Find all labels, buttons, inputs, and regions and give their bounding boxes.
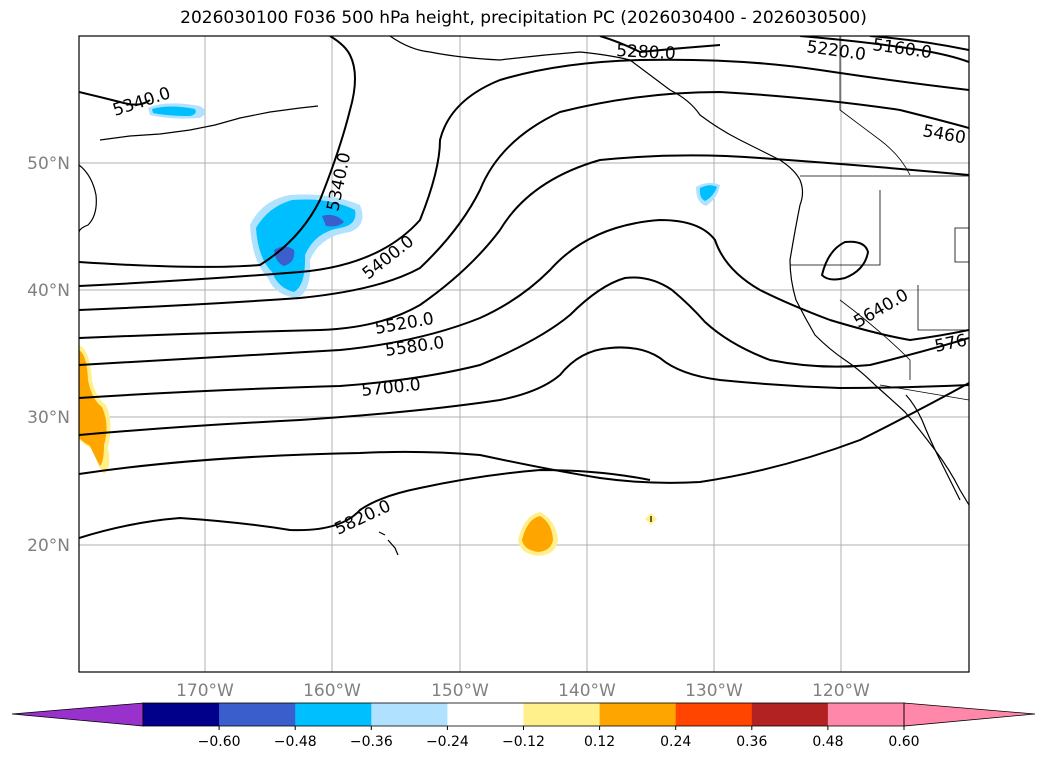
precip-west-orange bbox=[79, 350, 107, 466]
contour-5280 bbox=[599, 36, 721, 54]
colorbar-tick-label: −0.12 bbox=[502, 734, 545, 750]
border-az bbox=[917, 285, 969, 331]
colorbar-segment bbox=[599, 703, 677, 726]
colorbar-left-extend bbox=[11, 702, 144, 727]
colorbar-tick-label: −0.48 bbox=[274, 734, 317, 750]
colorbar: −0.60 −0.48 −0.36 −0.24 −0.12 0.12 0.24 0.36 0.4… bbox=[11, 702, 1036, 750]
colorbar-segment bbox=[523, 703, 601, 726]
colorbar-segment bbox=[751, 703, 829, 726]
coast-kamchatka bbox=[79, 164, 97, 233]
coast-alaska-bc bbox=[389, 36, 804, 206]
lon-label-170w: 170°W bbox=[176, 681, 234, 701]
height-contours bbox=[79, 36, 969, 539]
precip-nw-blue bbox=[699, 185, 717, 201]
border-ca-or bbox=[790, 190, 881, 266]
contour-5760 bbox=[79, 382, 969, 484]
colorbar-tick-label: −0.36 bbox=[350, 734, 393, 750]
colorbar-tick-label: 0.48 bbox=[812, 734, 843, 750]
colorbar-segment bbox=[295, 703, 372, 726]
lon-label-120w: 120°W bbox=[812, 681, 870, 701]
contour-5340 bbox=[79, 36, 356, 268]
colorbar-right-extend bbox=[903, 702, 1036, 727]
coast-west-us bbox=[789, 204, 969, 506]
contour-low-ca bbox=[820, 240, 870, 281]
precip-shading bbox=[79, 103, 720, 556]
coast-baja bbox=[905, 394, 961, 501]
border-alaska-canada bbox=[839, 36, 911, 176]
lon-label-140w: 140°W bbox=[558, 681, 616, 701]
lat-label-40n: 40°N bbox=[27, 281, 70, 301]
lon-labels: 170°W 160°W 150°W 140°W 130°W 120°W bbox=[176, 681, 870, 701]
colorbar-segment bbox=[371, 703, 448, 726]
figure-title: 2026030100 F036 500 hPa height, precipit… bbox=[180, 8, 867, 28]
lon-label-150w: 150°W bbox=[431, 681, 489, 701]
contour-5400 bbox=[79, 58, 969, 287]
lon-label-130w: 130°W bbox=[685, 681, 743, 701]
coast-aleutians bbox=[99, 105, 319, 141]
precip-central-dark-2 bbox=[322, 214, 344, 227]
coast-hawaii bbox=[378, 531, 399, 556]
colorbar-segments bbox=[143, 703, 905, 726]
contour-5700 bbox=[79, 346, 969, 436]
contour-5160 bbox=[869, 36, 969, 51]
map-frame bbox=[78, 35, 970, 673]
map-area bbox=[79, 36, 969, 672]
colorbar-ticks: −0.60 −0.48 −0.36 −0.24 −0.12 0.12 0.24 0.36 0.4… bbox=[198, 726, 920, 750]
lat-label-30n: 30°N bbox=[27, 408, 70, 428]
colorbar-tick-label: 0.36 bbox=[736, 734, 767, 750]
colorbar-tick-label: 0.24 bbox=[660, 734, 691, 750]
lat-label-50n: 50°N bbox=[27, 154, 70, 174]
coastlines bbox=[79, 36, 969, 556]
colorbar-tick-label: 0.60 bbox=[888, 734, 919, 750]
lat-label-20n: 20°N bbox=[27, 536, 70, 556]
contour-5640 bbox=[79, 276, 969, 399]
borders bbox=[790, 36, 969, 401]
lon-label-160w: 160°W bbox=[303, 681, 361, 701]
contour-5340-west bbox=[79, 91, 151, 106]
colorbar-segment bbox=[827, 703, 905, 726]
colorbar-segment bbox=[143, 703, 220, 726]
contour-5520 bbox=[79, 154, 969, 339]
border-co bbox=[954, 227, 969, 263]
precip-south-orange bbox=[522, 516, 553, 552]
contour-5220 bbox=[799, 36, 969, 63]
contour-label-5280: 5280.0 bbox=[616, 41, 676, 64]
colorbar-tick-label: 0.12 bbox=[584, 734, 615, 750]
lat-labels: 50°N 40°N 30°N 20°N bbox=[27, 154, 70, 556]
contour-5820 bbox=[79, 468, 651, 539]
colorbar-segment bbox=[219, 703, 296, 726]
colorbar-segment bbox=[675, 703, 753, 726]
colorbar-tick-label: −0.60 bbox=[198, 734, 241, 750]
colorbar-segment bbox=[447, 703, 524, 726]
colorbar-tick-label: −0.24 bbox=[426, 734, 469, 750]
contour-5460 bbox=[79, 90, 969, 311]
precip-aleutian-blue bbox=[152, 106, 196, 116]
contour-5580 bbox=[79, 218, 969, 366]
